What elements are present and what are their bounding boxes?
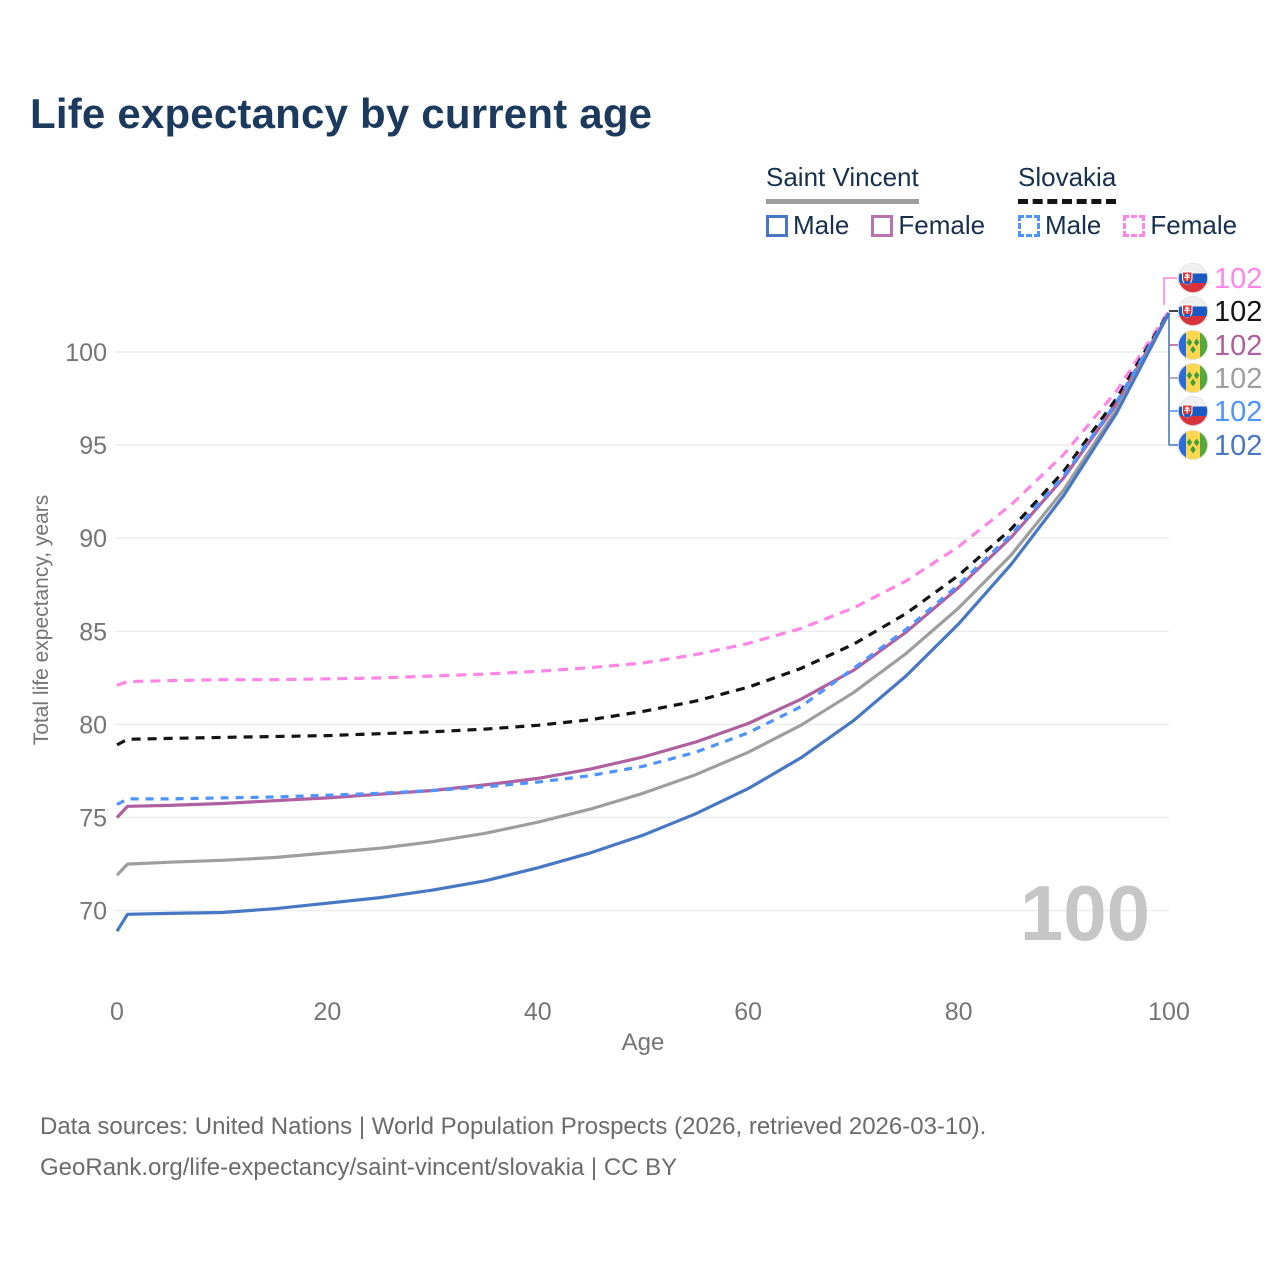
end-value-slovakia-both-sexes: 102 bbox=[1214, 296, 1262, 328]
flag-ring bbox=[1178, 262, 1209, 293]
y-tick-75: 75 bbox=[79, 805, 107, 833]
flag-ring bbox=[1178, 362, 1209, 393]
legend: Saint Vincent Male Female Slovakia Male bbox=[0, 162, 1280, 242]
legend-swatch-saint-vincent-female bbox=[871, 214, 894, 237]
legend-label-female: Female bbox=[1150, 210, 1238, 240]
slovakia-flag-icon bbox=[1178, 263, 1208, 293]
legend-item-slovakia-female[interactable]: Female bbox=[1123, 210, 1237, 241]
y-tick-85: 85 bbox=[79, 618, 107, 646]
series-line-saint-vincent-both-sexes[interactable] bbox=[115, 312, 1171, 877]
series-line-saint-vincent-female[interactable] bbox=[115, 312, 1171, 819]
y-axis-title: Total life expectancy, years bbox=[30, 495, 53, 746]
endlabel-connector-pink bbox=[1163, 277, 1177, 305]
legend-item-slovakia-male[interactable]: Male bbox=[1018, 210, 1101, 241]
x-axis-title: Age bbox=[622, 1029, 665, 1056]
attribution-line: GeoRank.org/life-expectancy/saint-vincen… bbox=[40, 1154, 678, 1181]
flag-ring bbox=[1178, 395, 1209, 426]
legend-swatch-slovakia-male bbox=[1018, 214, 1040, 237]
y-tick-80: 80 bbox=[79, 711, 107, 739]
footer: Data sources: United Nations | World Pop… bbox=[40, 1106, 986, 1188]
flag-ring bbox=[1178, 429, 1209, 460]
legend-group-slovakia: Slovakia Male Female bbox=[1018, 162, 1237, 241]
y-tick-95: 95 bbox=[79, 432, 107, 460]
x-tick-60: 60 bbox=[734, 998, 762, 1026]
legend-label-male: Male bbox=[1045, 210, 1102, 240]
series-line-saint-vincent-male[interactable] bbox=[115, 312, 1171, 932]
saint-vincent-flag-icon bbox=[1178, 430, 1208, 460]
data-sources-line: Data sources: United Nations | World Pop… bbox=[40, 1113, 987, 1140]
flag-ring bbox=[1178, 329, 1209, 360]
end-value-slovakia-female: 102 bbox=[1214, 263, 1262, 295]
y-tick-90: 90 bbox=[79, 525, 107, 553]
x-tick-80: 80 bbox=[945, 998, 973, 1026]
legend-country-saint-vincent[interactable]: Saint Vincent bbox=[766, 162, 919, 204]
legend-swatch-slovakia-female bbox=[1123, 214, 1146, 237]
end-value-saint-vincent-female: 102 bbox=[1214, 330, 1262, 362]
y-tick-70: 70 bbox=[79, 898, 107, 926]
x-tick-20: 20 bbox=[313, 998, 341, 1026]
slovakia-flag-icon bbox=[1178, 396, 1208, 426]
end-value-saint-vincent-both-sexes: 102 bbox=[1214, 363, 1262, 395]
x-tick-0: 0 bbox=[110, 998, 124, 1026]
y-tick-100: 100 bbox=[65, 339, 107, 367]
end-value-slovakia-male: 102 bbox=[1214, 396, 1262, 428]
legend-swatch-saint-vincent-male bbox=[766, 214, 788, 237]
legend-item-saint-vincent-male[interactable]: Male bbox=[766, 210, 849, 241]
saint-vincent-flag-icon bbox=[1178, 330, 1208, 360]
slovakia-flag-icon bbox=[1178, 296, 1208, 326]
series-line-slovakia-both-sexes[interactable] bbox=[116, 311, 1171, 747]
legend-label-female: Female bbox=[898, 210, 986, 240]
series-line-slovakia-female[interactable] bbox=[116, 310, 1171, 687]
age-watermark: 100 bbox=[1020, 869, 1150, 957]
page-title: Life expectancy by current age bbox=[30, 90, 653, 137]
series-line-slovakia-male[interactable] bbox=[116, 312, 1171, 806]
legend-item-saint-vincent-female[interactable]: Female bbox=[871, 210, 985, 241]
legend-label-male: Male bbox=[793, 210, 850, 240]
legend-group-saint-vincent: Saint Vincent Male Female bbox=[766, 162, 985, 241]
x-tick-40: 40 bbox=[524, 998, 552, 1026]
saint-vincent-flag-icon bbox=[1178, 363, 1208, 393]
end-value-saint-vincent-male: 102 bbox=[1214, 430, 1262, 462]
x-tick-100: 100 bbox=[1148, 998, 1190, 1026]
legend-country-slovakia[interactable]: Slovakia bbox=[1018, 162, 1117, 204]
flag-ring bbox=[1178, 295, 1209, 326]
